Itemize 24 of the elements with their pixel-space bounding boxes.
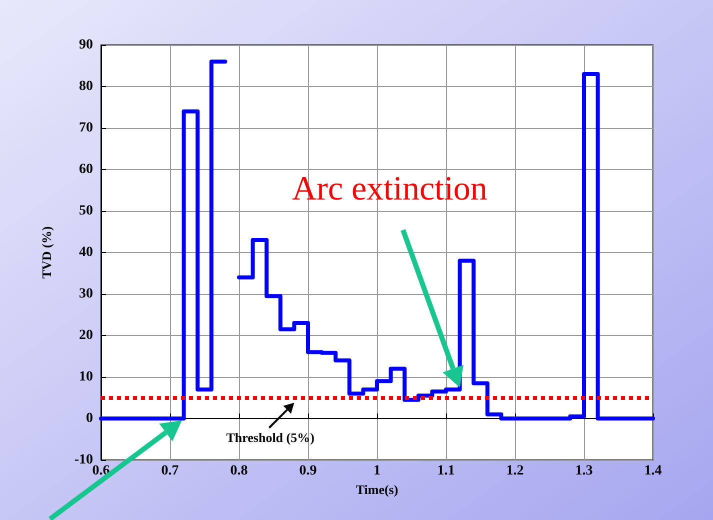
y-tick-label: 50 <box>79 204 93 218</box>
x-tick-label: 0.7 <box>161 464 179 478</box>
x-tick-label: 0.9 <box>299 464 317 478</box>
x-tick-label: 1.3 <box>575 464 593 478</box>
y-tick-label: 40 <box>79 245 93 260</box>
x-tick-label: 1.4 <box>644 464 662 478</box>
x-tick-label: 0.6 <box>92 464 110 478</box>
x-axis-title: Time(s) <box>356 482 398 497</box>
y-tick-label: -10 <box>74 452 93 468</box>
y-tick-label: 90 <box>79 38 93 52</box>
y-tick-label: 30 <box>79 286 93 302</box>
annotation: Arc extinction <box>292 170 488 208</box>
y-tick-label: 10 <box>79 370 93 384</box>
y-tick-label: 70 <box>79 120 93 136</box>
y-axis-title: TVD (%) <box>39 226 54 279</box>
y-tick-label: 60 <box>79 162 93 177</box>
y-tick-label: 80 <box>79 79 93 94</box>
x-tick-label: 0.8 <box>230 464 248 478</box>
y-tick-label: 0 <box>86 411 93 426</box>
ref-line-label: Threshold (5%) <box>226 430 314 445</box>
x-tick-label: 1.2 <box>506 464 524 478</box>
x-tick-label: 1.1 <box>437 464 455 478</box>
x-tick-label: 1 <box>374 464 380 478</box>
y-tick-label: 20 <box>79 328 93 343</box>
